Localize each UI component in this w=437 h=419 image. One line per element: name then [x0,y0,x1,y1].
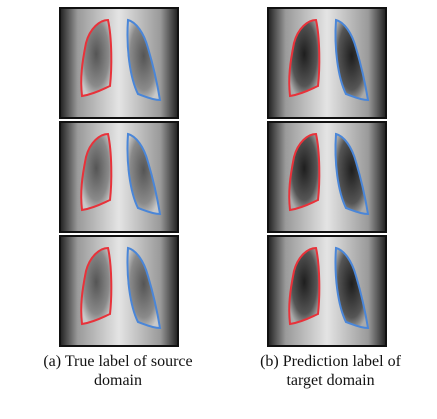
xray-image [60,236,178,346]
caption-line: (a) True label of source [18,352,218,371]
xray-image [268,122,386,232]
xray-image [268,236,386,346]
xray-image [268,8,386,118]
xray-grid [0,0,437,350]
caption-line: target domain [228,371,433,390]
caption: (b) Prediction label of target domain [228,352,433,390]
xray-image [60,8,178,118]
caption-line: domain [18,371,218,390]
caption-line: (b) Prediction label of [228,352,433,371]
caption: (a) True label of source domain [18,352,218,390]
xray-image [60,122,178,232]
figure: (a) True label of source domain (b) Pred… [0,0,437,419]
